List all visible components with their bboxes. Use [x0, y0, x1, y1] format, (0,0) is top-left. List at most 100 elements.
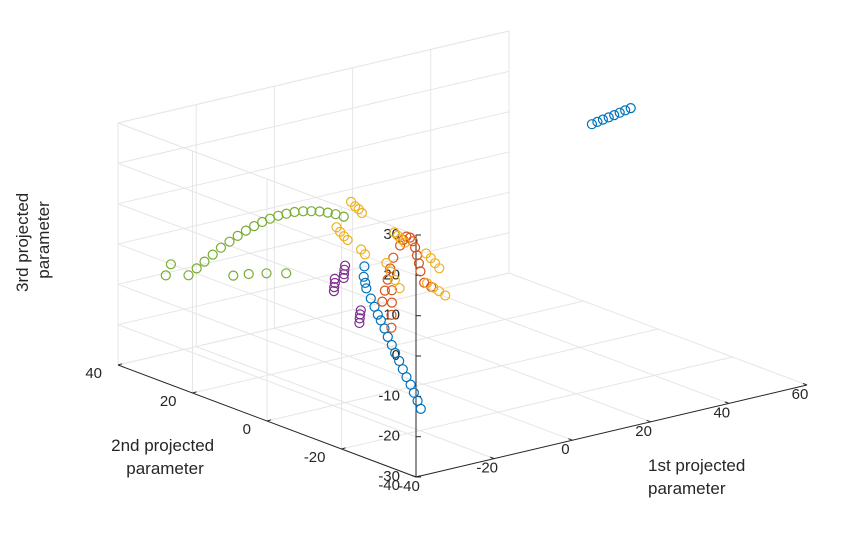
point-series-5: [243, 268, 254, 280]
point-series-1: [586, 119, 598, 130]
x-tick-label: -20: [476, 460, 498, 477]
point-series-2: [413, 258, 424, 269]
point-series-3: [342, 234, 353, 246]
point-series-1: [365, 293, 376, 304]
point-series-3: [428, 282, 439, 293]
point-series-5: [281, 268, 292, 279]
gridline-floor-y: [266, 328, 659, 422]
point-series-5: [240, 225, 251, 236]
z-tick-label: 0: [392, 347, 400, 364]
gridline-back-z: [117, 272, 510, 366]
point-series-2: [407, 236, 418, 247]
x-tick: [568, 438, 573, 441]
point-series-3: [356, 207, 367, 219]
x-tick: [411, 475, 417, 478]
point-series-5: [338, 211, 349, 222]
point-series-5: [232, 230, 243, 241]
point-series-1: [360, 277, 371, 288]
point-series-3: [434, 263, 445, 274]
point-series-4: [329, 282, 340, 293]
point-series-5: [191, 263, 202, 274]
point-series-2: [386, 297, 397, 308]
point-series-5: [224, 236, 235, 247]
point-series-4: [339, 264, 350, 275]
y-tick-label: 40: [85, 365, 102, 382]
z-axis-label: 3rd projected parameter: [13, 188, 53, 292]
y-tick-label: -20: [304, 449, 326, 466]
y-axis-label: 2nd projected parameter: [111, 436, 219, 478]
point-series-2: [410, 242, 421, 253]
point-series-3: [350, 201, 361, 212]
point-series-4: [329, 277, 340, 289]
x-tick-label: 0: [561, 441, 569, 458]
y-tick-label: -40: [378, 477, 400, 494]
point-series-3: [440, 290, 451, 301]
point-series-4: [355, 305, 366, 316]
z-tick-label: 20: [383, 266, 400, 283]
point-series-1: [359, 261, 370, 272]
point-series-1: [408, 387, 419, 398]
x-tick: [724, 401, 729, 404]
point-series-5: [281, 208, 292, 219]
point-series-1: [609, 109, 620, 121]
point-series-3: [385, 266, 396, 277]
point-series-1: [358, 271, 369, 282]
point-series-3: [359, 249, 371, 260]
point-series-1: [415, 403, 426, 414]
point-series-4: [354, 313, 365, 324]
grid-layer: [117, 30, 808, 478]
point-series-1: [625, 102, 636, 114]
point-series-3: [399, 237, 410, 248]
point-series-1: [390, 347, 401, 359]
x-tick-label: 40: [713, 404, 730, 421]
point-series-1: [614, 107, 625, 118]
point-series-4: [338, 269, 350, 280]
x-tick-label: 20: [635, 423, 652, 440]
point-series-5: [183, 270, 194, 281]
gridline-back-z: [117, 151, 510, 245]
x-tick-label: 60: [792, 386, 809, 403]
point-series-1: [379, 323, 390, 334]
point-series-1: [597, 114, 609, 125]
z-tick-label: 30: [383, 226, 400, 243]
point-series-5: [215, 242, 226, 253]
pane-edge: [117, 122, 417, 236]
point-series-3: [389, 274, 400, 286]
point-series-3: [392, 230, 403, 241]
x-tick: [802, 383, 808, 386]
gridline-left-z: [117, 283, 417, 397]
point-series-1: [394, 355, 405, 367]
point-series-2: [386, 285, 397, 296]
point-series-2: [386, 322, 397, 333]
point-series-4: [329, 273, 340, 284]
z-tick-label: -30: [378, 468, 400, 485]
y-tick: [341, 447, 346, 450]
y-tick-label: 0: [243, 421, 251, 438]
gridline-back-z: [117, 232, 510, 326]
gridline-left-z: [117, 324, 417, 438]
point-series-2: [388, 252, 399, 263]
point-series-1: [372, 309, 383, 320]
point-series-5: [207, 249, 218, 260]
x-tick: [490, 456, 495, 460]
axis-layer: [117, 234, 808, 478]
point-series-1: [401, 372, 412, 383]
point-series-5: [298, 206, 309, 217]
point-series-3: [338, 231, 350, 242]
point-series-5: [165, 259, 176, 270]
point-series-3: [389, 227, 400, 238]
point-series-1: [375, 315, 386, 326]
y-tick: [117, 363, 123, 366]
point-series-2: [385, 263, 396, 274]
tick-labels: -40 -20 0 20 40 60 -40 -20 0 20 40 -30 -20 -10 0 10 20 30: [85, 226, 808, 495]
y-tick-label: 20: [160, 393, 177, 410]
x-tick-label: -40: [398, 478, 420, 495]
point-series-5: [199, 256, 210, 267]
point-series-5: [261, 268, 272, 279]
point-series-1: [361, 283, 372, 294]
point-series-4: [354, 317, 365, 329]
gridline-back-z: [117, 70, 510, 164]
x-axis-label: 1st projected parameter: [648, 456, 750, 498]
x-tick: [646, 419, 651, 423]
